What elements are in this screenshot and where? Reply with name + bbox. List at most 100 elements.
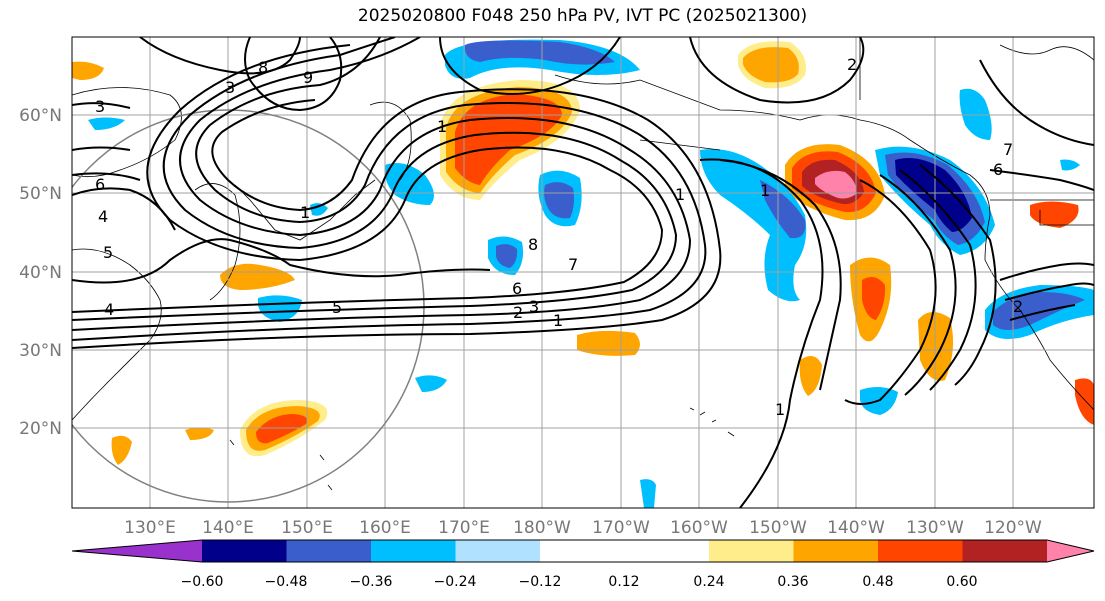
anomaly-blob-tropics-south: [640, 479, 656, 508]
colorbar-tick-1: −0.60: [181, 574, 224, 590]
lon-label-130e: 130°E: [124, 518, 176, 538]
colorbar-tick-4: −0.24: [434, 574, 477, 590]
colorbar-segment: [624, 540, 710, 562]
lon-label-130w: 130°W: [906, 518, 964, 538]
contour-label-9: 1: [300, 203, 310, 222]
anomaly-blob-bering: [440, 80, 580, 200]
anomaly-blob-canada: [959, 88, 992, 140]
colorbar-segment: [286, 540, 372, 562]
colorbar-segment: [371, 540, 456, 562]
latitude-labels: 60°N 50°N 40°N 30°N 20°N: [19, 106, 62, 439]
colorbar-tick-10: 0.60: [946, 574, 977, 590]
anomaly-blob-california-core: [993, 292, 1085, 330]
colorbar-outline: [71, 539, 1095, 563]
lon-label-180w: 180°W: [513, 518, 571, 538]
anomaly-blob-central-north-pacific-core: [496, 244, 518, 268]
colorbar-segment: [793, 540, 879, 562]
colorbar-segment: [72, 540, 202, 562]
contour-label-21: 7: [1003, 140, 1013, 159]
colorbar-tick-6: 0.12: [608, 574, 639, 590]
map-frame: [71, 36, 1095, 509]
anomaly-blob-great-plains: [1030, 201, 1079, 228]
contour-label-13: 6: [512, 279, 522, 298]
anomaly-blob-philippine-sea: [185, 427, 214, 440]
lat-label-50n: 50°N: [19, 184, 62, 204]
anomaly-blob-mexico: [1075, 378, 1094, 425]
contour-label-20: 1: [775, 400, 785, 419]
contour-label-14: 5: [332, 298, 342, 317]
contour-lines: [72, 37, 1094, 508]
colorbar-segment: [878, 540, 963, 562]
lon-label-140w: 140°W: [827, 518, 885, 538]
anomaly-blob-baja: [918, 311, 954, 381]
contour-label-1: 8: [258, 58, 268, 77]
lon-label-160w: 160°W: [670, 518, 728, 538]
lon-label-150e: 150°E: [281, 518, 333, 538]
contour-label-24: 2: [1013, 297, 1023, 316]
anomaly-blob-gulf-trough: [700, 149, 807, 302]
longitude-labels: 130°E 140°E 150°E 160°E 170°E 180°W 170°…: [124, 518, 1042, 538]
contour-label-2: 9: [303, 68, 313, 87]
anomaly-blob-hawaii-east: [799, 356, 822, 396]
colorbar-segment: [962, 540, 1048, 562]
contour-label-7: 5: [103, 243, 113, 262]
contour-label-18: 1: [675, 185, 685, 204]
lon-label-150w: 150°W: [749, 518, 807, 538]
contour-label-19: 1: [760, 181, 770, 200]
contour-label-22: 6: [993, 160, 1003, 179]
anomaly-blob-japan: [220, 263, 295, 290]
anomaly-blob-siberia: [88, 117, 125, 130]
anomaly-blob-kamchatka-south: [384, 162, 434, 205]
contour-label-group: 8 9 3 3 6 4 5 4 1 1 8 7 6 5 3 2 1 1 1 1: [95, 55, 1023, 419]
contour-label-16: 2: [513, 303, 523, 322]
colorbar-segment: [202, 540, 287, 562]
lon-label-170e: 170°E: [438, 518, 490, 538]
colorbar-segment: [455, 540, 541, 562]
lon-label-120w: 120°W: [984, 518, 1042, 538]
contour-label-3: 3: [225, 78, 235, 97]
anomaly-blob-arctic-core: [465, 40, 615, 65]
colorbar-segments: [71, 539, 1095, 563]
colorbar-tick-5: −0.12: [519, 574, 562, 590]
anomaly-blob-central-pacific: [577, 330, 640, 356]
contour-label-12: 7: [568, 255, 578, 274]
anomaly-blob-gulf-trough-core: [760, 180, 806, 239]
contour-label-8: 4: [104, 300, 114, 319]
contour-label-10: 1: [437, 117, 447, 136]
colorbar-tick-labels: −0.60 −0.48 −0.36 −0.24 −0.12 0.12 0.24 …: [181, 574, 978, 590]
lon-label-140e: 140°E: [202, 518, 254, 538]
colorbar-tick-7: 0.24: [693, 574, 724, 590]
anomaly-blob-japan-south: [258, 295, 302, 322]
contour-label-11: 8: [528, 235, 538, 254]
contour-label-6: 4: [98, 207, 108, 226]
map-area: 8 9 3 3 6 4 5 4 1 1 8 7 6 5 3 2 1 1 1 1: [71, 36, 1095, 509]
lat-label-40n: 40°N: [19, 263, 62, 283]
anomaly-blob-pacific-northwest-core: [895, 157, 972, 232]
colorbar-tick-3: −0.36: [350, 574, 393, 590]
lat-label-20n: 20°N: [19, 419, 62, 439]
reference-circle: [72, 109, 425, 503]
lon-label-170w: 170°W: [592, 518, 650, 538]
colorbar-tick-8: 0.36: [777, 574, 808, 590]
anomaly-blob-west-pacific-core: [256, 414, 308, 444]
contour-label-4: 3: [95, 97, 105, 116]
anomaly-blob-north-pacific-core: [743, 47, 799, 83]
contour-label-17: 1: [553, 311, 563, 330]
anomaly-blob-central-subtropics: [415, 375, 447, 392]
colorbar: −0.60 −0.48 −0.36 −0.24 −0.12 0.12 0.24 …: [71, 539, 1095, 590]
colorbar-segment: [1047, 540, 1094, 562]
colorbar-segment: [709, 540, 794, 562]
anomaly-blob-east-pacific-core: [862, 276, 886, 320]
anomaly-blob-south-china-sea: [111, 435, 132, 465]
contour-label-15: 3: [529, 297, 539, 316]
colorbar-tick-9: 0.48: [862, 574, 893, 590]
anomaly-blob-northwest-edge: [72, 61, 104, 80]
anomaly-blob-kuril: [310, 203, 328, 216]
map-title: 2025020800 F048 250 hPa PV, IVT PC (2025…: [357, 6, 808, 26]
anomaly-blob-hudson: [1060, 159, 1080, 171]
colorbar-tick-2: −0.48: [265, 574, 308, 590]
lat-label-30n: 30°N: [19, 341, 62, 361]
lat-label-60n: 60°N: [19, 106, 62, 126]
colorbar-segment: [540, 540, 625, 562]
